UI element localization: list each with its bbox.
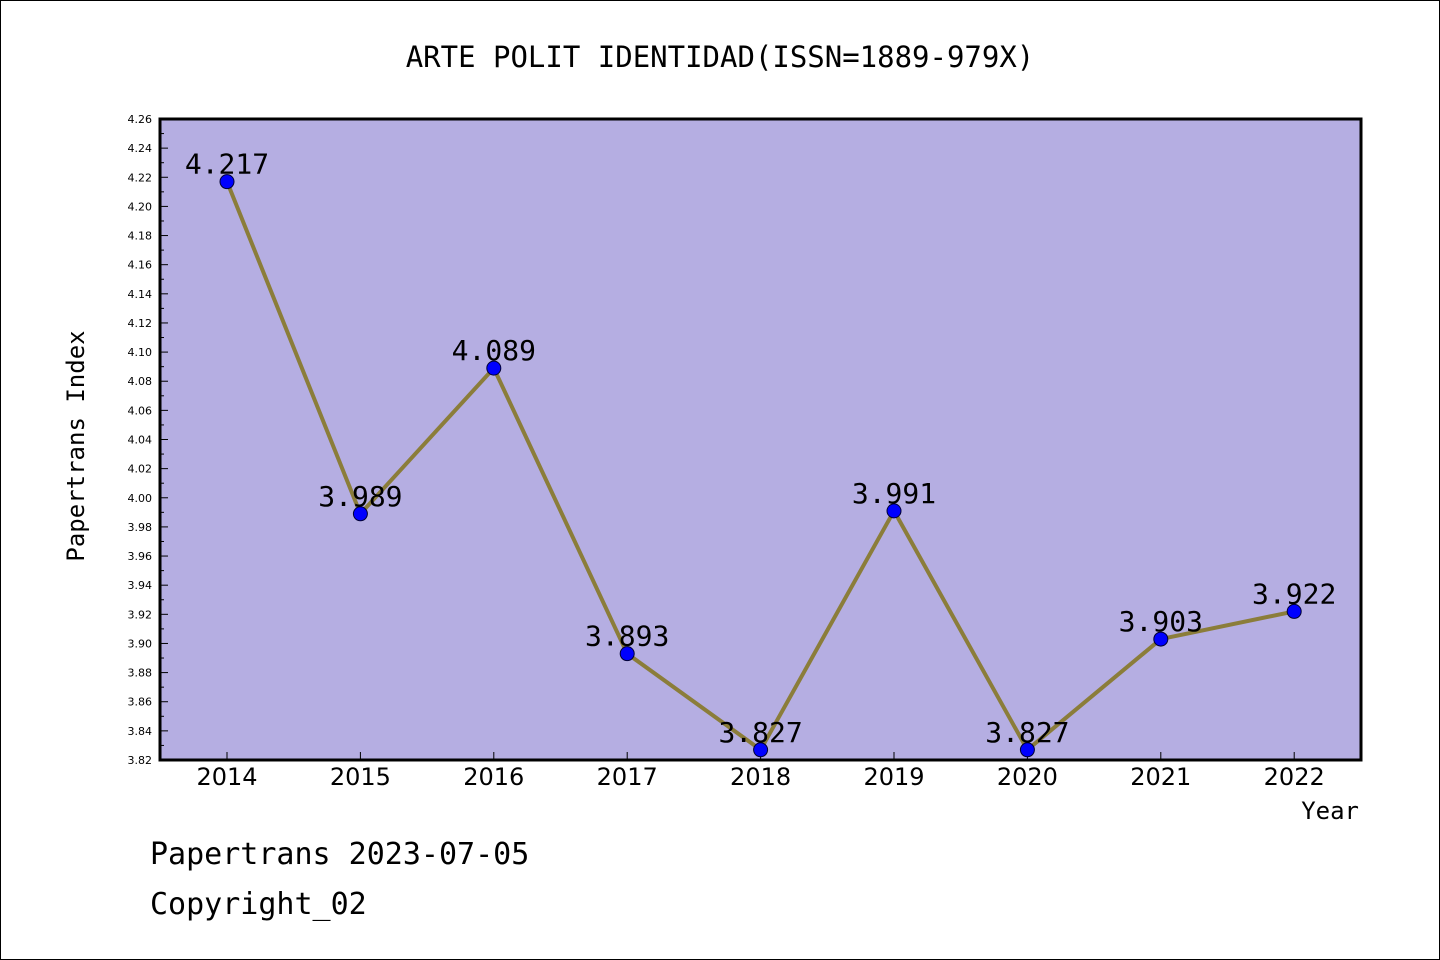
data-point (1286, 603, 1302, 619)
y-tick-label: 4.26 (128, 113, 153, 126)
y-tick-label: 4.00 (128, 492, 153, 505)
data-point (1019, 742, 1035, 758)
y-tick-label: 4.08 (128, 375, 153, 388)
y-tick-label: 3.92 (128, 608, 153, 621)
data-point (619, 646, 635, 662)
data-point (486, 360, 502, 376)
y-tick-label: 4.10 (128, 346, 153, 359)
data-label: 3.991 (852, 477, 936, 510)
series-markers (219, 174, 1302, 758)
y-tick-label: 4.16 (128, 259, 153, 272)
y-tick-label: 3.88 (128, 667, 153, 680)
y-tick-label: 4.24 (128, 142, 153, 155)
y-axis-ticks: 3.82 3.84 3.86 3.88 3.90 3.92 3.94 3.96 3.98 4.00… (128, 113, 168, 767)
x-tick-label: 2018 (730, 763, 791, 791)
data-label: 4.217 (185, 148, 269, 181)
data-label: 4.089 (452, 334, 536, 367)
y-tick-label: 3.98 (128, 521, 153, 534)
data-label: 3.827 (718, 716, 802, 749)
y-tick-label: 3.84 (128, 725, 153, 738)
x-tick-label: 2014 (196, 763, 257, 791)
data-point (352, 506, 368, 522)
y-axis-label: Papertrans Index (62, 330, 90, 561)
x-tick-label: 2016 (463, 763, 524, 791)
y-tick-label: 3.90 (128, 637, 153, 650)
y-tick-label: 3.94 (128, 579, 153, 592)
data-point (1153, 631, 1169, 647)
x-tick-label: 2022 (1264, 763, 1325, 791)
data-point (753, 742, 769, 758)
y-tick-label: 4.20 (128, 200, 153, 213)
x-tick-label: 2017 (597, 763, 658, 791)
y-tick-label: 4.12 (128, 317, 153, 330)
y-tick-label: 4.06 (128, 404, 153, 417)
y-tick-label: 4.14 (128, 288, 153, 301)
data-point (219, 174, 235, 190)
x-tick-label: 2019 (863, 763, 924, 791)
y-tick-label: 3.96 (128, 550, 153, 563)
plot-border (158, 117, 1363, 762)
x-axis-ticks: 2014 2015 2016 2017 2018 2019 2020 2021 2022 (196, 752, 1325, 791)
y-tick-label: 4.04 (128, 434, 153, 447)
data-label: 3.922 (1252, 577, 1336, 610)
x-tick-label: 2015 (330, 763, 391, 791)
data-point (886, 503, 902, 519)
footer-copyright: Copyright_02 (150, 887, 367, 922)
chart-title: ARTE POLIT IDENTIDAD(ISSN=1889-979X) (406, 40, 1035, 74)
x-tick-label: 2021 (1130, 763, 1191, 791)
data-label: 3.893 (585, 620, 669, 653)
y-tick-label: 4.02 (128, 463, 153, 476)
y-tick-label: 4.18 (128, 230, 153, 243)
data-label: 3.989 (318, 480, 402, 513)
plot-area (160, 119, 1361, 760)
x-tick-label: 2020 (997, 763, 1058, 791)
data-label: 3.827 (985, 716, 1069, 749)
x-axis-label: Year (1301, 797, 1359, 825)
y-tick-label: 4.22 (128, 171, 153, 184)
data-labels: 4.217 3.989 4.089 3.893 3.827 3.991 3.827 3.903… (185, 148, 1336, 749)
y-tick-label: 3.82 (128, 754, 153, 767)
footer-date: Papertrans 2023-07-05 (150, 837, 529, 872)
data-label: 3.903 (1119, 605, 1203, 638)
y-tick-label: 3.86 (128, 696, 153, 709)
